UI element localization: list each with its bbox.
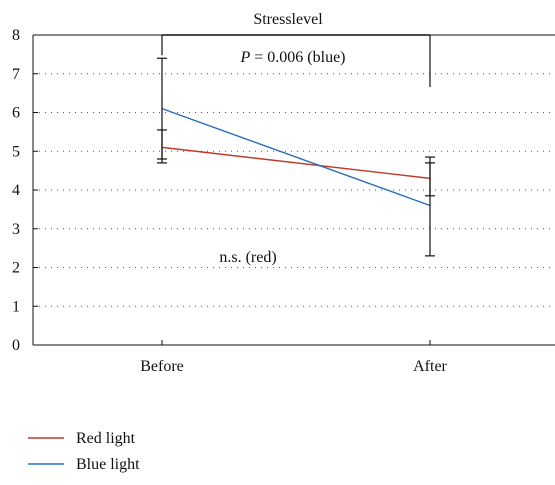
y-tick-label-8: 8	[12, 27, 20, 44]
error-bars	[157, 57, 435, 257]
legend: Red light Blue light	[28, 430, 140, 473]
p-symbol: P	[239, 49, 250, 66]
x-tick-label-before: Before	[140, 358, 184, 375]
y-tick-label-5: 5	[12, 143, 20, 160]
grid-lines	[33, 73, 555, 307]
significance-bracket	[161, 34, 431, 87]
y-tick-label-0: 0	[12, 337, 20, 354]
y-tick-label-4: 4	[12, 182, 20, 199]
y-tick-label-6: 6	[12, 105, 20, 122]
y-tick-label-1: 1	[12, 298, 20, 315]
legend-label-blue-light: Blue light	[76, 456, 140, 473]
legend-label-red-light: Red light	[76, 430, 136, 447]
y-tick-label-3: 3	[12, 221, 20, 238]
series-line-red-light	[161, 146, 431, 180]
p-value-text: = 0.006 (blue)	[250, 49, 345, 66]
x-axis-ticks: Before After	[140, 340, 448, 375]
series-line-blue-light	[161, 107, 431, 207]
y-tick-label-2: 2	[12, 260, 20, 277]
y-tick-label-7: 7	[12, 66, 20, 83]
p-value-annotation: P = 0.006 (blue)	[239, 49, 345, 66]
ns-annotation: n.s. (red)	[219, 249, 276, 266]
y-axis-ticks: 0 1 2 3 4 5 6 7 8	[12, 27, 38, 354]
x-tick-label-after: After	[413, 358, 447, 375]
series-lines	[161, 107, 431, 207]
chart-title: Stresslevel	[253, 11, 323, 28]
